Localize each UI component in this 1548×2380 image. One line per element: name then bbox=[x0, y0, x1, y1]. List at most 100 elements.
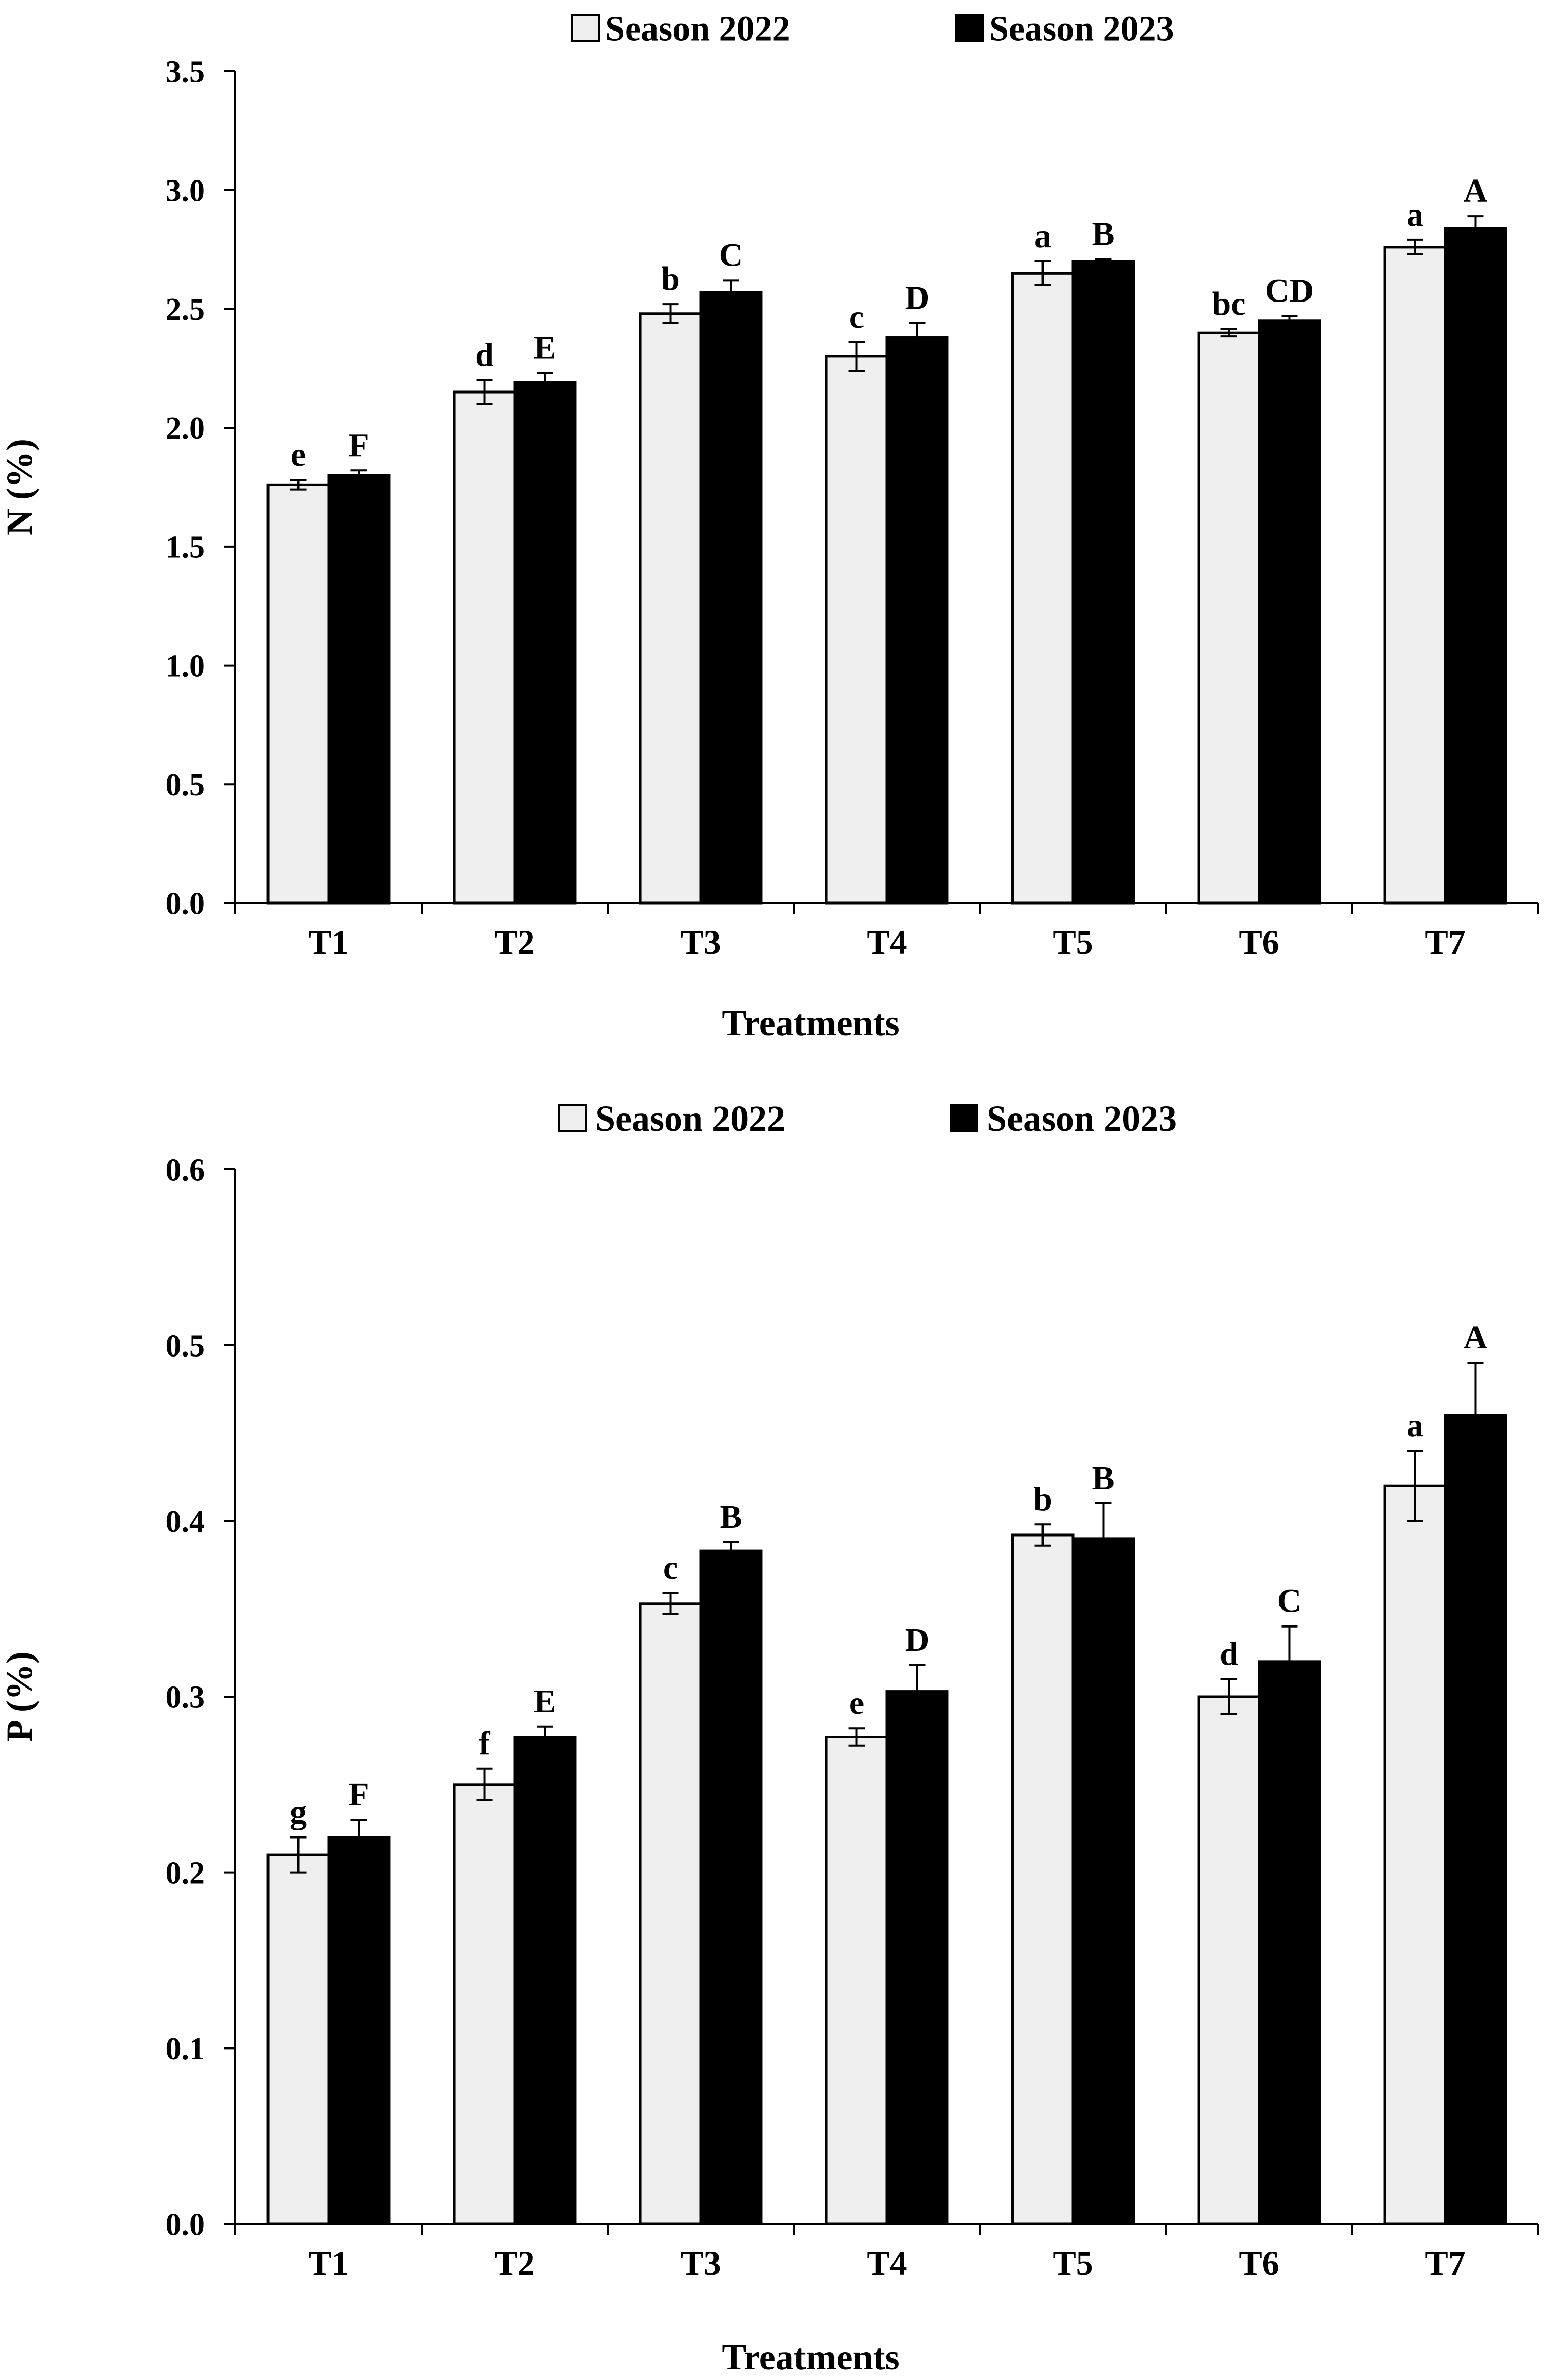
x-category-label: T7 bbox=[1425, 923, 1465, 961]
significance-letter: E bbox=[533, 1683, 556, 1720]
bar-season-2023-t5 bbox=[1071, 260, 1135, 905]
significance-letter: b bbox=[661, 260, 680, 297]
legend-swatch bbox=[950, 1104, 978, 1132]
p-percent-chart: 0.0 0.1 0.2 0.3 0.4 0.5 0.6 g f c e b d a F E B D B C A T1 T2 T… bbox=[0, 1098, 1539, 2377]
bar-season-2023-t1 bbox=[327, 474, 391, 905]
significance-letter: CD bbox=[1265, 272, 1314, 309]
significance-letter: c bbox=[663, 1549, 678, 1586]
legend-label: Season 2022 bbox=[595, 1098, 785, 1139]
significance-letter: g bbox=[290, 1794, 307, 1831]
bar-season-2022-t2 bbox=[453, 390, 516, 905]
x-category-label: T6 bbox=[1239, 923, 1279, 961]
significance-letter: e bbox=[849, 1684, 864, 1722]
significance-letter: B bbox=[720, 1498, 742, 1535]
bar-season-2023-t4 bbox=[885, 336, 949, 905]
bar-season-2022-t5 bbox=[1011, 1533, 1075, 2225]
bar-season-2023-t1 bbox=[327, 1836, 391, 2225]
x-category-label: T4 bbox=[867, 923, 907, 961]
bar-season-2023-t3 bbox=[699, 1549, 763, 2225]
significance-letter: f bbox=[479, 1725, 491, 1762]
y-tick-label: 0.1 bbox=[166, 2032, 205, 2066]
y-tick-label: 0.3 bbox=[166, 1680, 205, 1715]
y-tick-label: 0.6 bbox=[166, 1153, 205, 1188]
x-category-label: T5 bbox=[1053, 2244, 1093, 2282]
bar-season-2023-t3 bbox=[699, 291, 763, 905]
significance-letter: B bbox=[1092, 1460, 1114, 1497]
significance-letter: F bbox=[348, 427, 369, 464]
n-chart-panel: 0.0 0.5 1.0 1.5 2.0 2.5 3.0 3.5 e d b c a bc a F E C D B CD A… bbox=[0, 0, 1548, 1063]
x-category-label: T1 bbox=[308, 2244, 348, 2282]
y-tick-label: 3.0 bbox=[166, 173, 205, 208]
y-tick-label: 0.2 bbox=[166, 1856, 205, 1890]
x-category-label: T3 bbox=[680, 2244, 721, 2282]
significance-letter: D bbox=[905, 1621, 930, 1659]
bar-season-2023-t2 bbox=[513, 1736, 577, 2225]
y-tick-label: 0.5 bbox=[166, 768, 205, 802]
bar-season-2022-t3 bbox=[639, 1602, 702, 2225]
x-category-label: T5 bbox=[1053, 923, 1093, 961]
significance-letter: d bbox=[1219, 1635, 1238, 1672]
y-tick-label: 2.0 bbox=[166, 411, 205, 446]
significance-letter: d bbox=[475, 337, 494, 374]
bar-season-2022-t4 bbox=[825, 355, 888, 905]
x-category-label: T6 bbox=[1239, 2244, 1279, 2282]
significance-letter: B bbox=[1092, 215, 1114, 252]
legend-label: Season 2022 bbox=[605, 10, 790, 49]
bar-season-2022-t2 bbox=[453, 1783, 516, 2225]
significance-letter: c bbox=[849, 298, 864, 336]
significance-letter: a bbox=[1034, 218, 1051, 255]
x-category-label: T4 bbox=[867, 2244, 907, 2282]
bar-season-2023-t2 bbox=[513, 381, 577, 905]
significance-letter: a bbox=[1407, 196, 1423, 233]
significance-letter: E bbox=[533, 329, 556, 367]
bar-season-2022-t6 bbox=[1197, 331, 1261, 905]
y-tick-label: 0.0 bbox=[166, 2208, 205, 2242]
y-tick-label: 1.0 bbox=[166, 649, 205, 683]
y-tick-label: 2.5 bbox=[166, 292, 205, 327]
bar-season-2022-t4 bbox=[825, 1736, 888, 2225]
legend-swatch bbox=[955, 14, 984, 42]
x-category-label: T1 bbox=[308, 923, 348, 961]
bar-season-2022-t7 bbox=[1383, 246, 1447, 905]
legend-swatch bbox=[558, 1104, 587, 1132]
bar-season-2022-t7 bbox=[1383, 1484, 1447, 2225]
significance-letter: F bbox=[348, 1776, 369, 1813]
significance-letter: A bbox=[1464, 172, 1488, 209]
y-tick-label: 0.4 bbox=[166, 1504, 205, 1539]
x-axis-title: Treatments bbox=[722, 2337, 899, 2377]
significance-letter: C bbox=[719, 236, 743, 274]
significance-letter: a bbox=[1407, 1407, 1423, 1444]
significance-letter: e bbox=[291, 436, 306, 473]
significance-letter: bc bbox=[1212, 285, 1246, 322]
bar-season-2023-t7 bbox=[1444, 1414, 1507, 2225]
legend-label: Season 2023 bbox=[989, 10, 1174, 49]
n-percent-chart: 0.00.51.01.52.02.53.03.5edbcabcaFECDBCDA… bbox=[0, 10, 1539, 1043]
significance-letter: A bbox=[1464, 1319, 1488, 1356]
y-tick-label: 1.5 bbox=[166, 530, 205, 565]
legend-label: Season 2023 bbox=[987, 1098, 1177, 1139]
y-tick-label: 3.5 bbox=[166, 55, 205, 89]
bar-season-2023-t4 bbox=[885, 1690, 949, 2225]
x-axis-title: Treatments bbox=[722, 1003, 899, 1043]
y-axis-title: P (%) bbox=[0, 1651, 40, 1742]
x-category-label: T7 bbox=[1425, 2244, 1465, 2282]
bar-season-2023-t6 bbox=[1258, 1660, 1321, 2225]
p-chart-panel: 0.0 0.1 0.2 0.3 0.4 0.5 0.6 g f c e b d a F E B D B C A T1 T2 T… bbox=[0, 1063, 1548, 2380]
y-axis-title: N (%) bbox=[0, 439, 40, 535]
y-tick-label: 0.5 bbox=[166, 1329, 205, 1363]
bar-season-2022-t3 bbox=[639, 312, 702, 905]
significance-letter: C bbox=[1277, 1583, 1302, 1620]
significance-letter: D bbox=[905, 279, 930, 316]
legend-swatch bbox=[571, 14, 600, 42]
bar-season-2022-t6 bbox=[1197, 1695, 1261, 2225]
significance-letter: b bbox=[1033, 1481, 1052, 1518]
bar-season-2022-t5 bbox=[1011, 272, 1075, 905]
y-tick-label: 0.0 bbox=[166, 887, 205, 921]
bar-season-2023-t7 bbox=[1444, 227, 1507, 905]
bar-season-2022-t1 bbox=[266, 1853, 330, 2225]
bar-season-2022-t1 bbox=[266, 483, 330, 905]
x-category-label: T2 bbox=[494, 923, 534, 961]
x-category-label: T2 bbox=[494, 2244, 534, 2282]
bar-season-2023-t6 bbox=[1258, 319, 1321, 905]
x-category-label: T3 bbox=[680, 923, 721, 961]
